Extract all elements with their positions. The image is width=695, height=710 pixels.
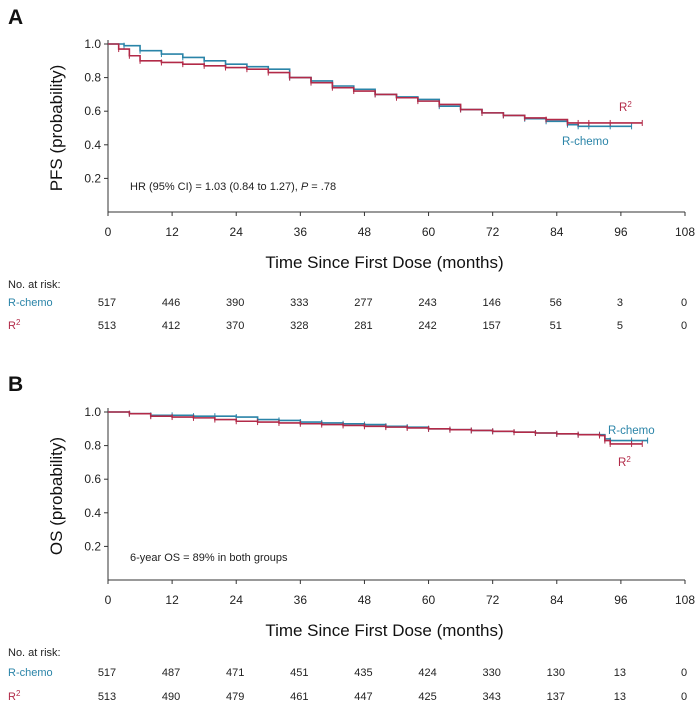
risk-value: 390 — [226, 297, 244, 309]
risk-value: 242 — [418, 320, 436, 332]
x-tick-label: 48 — [358, 593, 372, 607]
risk-value: 435 — [354, 667, 372, 679]
x-tick-label: 12 — [165, 225, 179, 239]
risk-value: 451 — [290, 667, 308, 679]
risk-value: 446 — [162, 297, 180, 309]
x-tick-label: 24 — [230, 593, 244, 607]
x-tick-label: 96 — [614, 593, 628, 607]
y-tick-label: 0.2 — [84, 171, 101, 185]
x-tick-label: 60 — [422, 225, 436, 239]
annotation: 6-year OS = 89% in both groups — [130, 552, 288, 564]
risk-value: 471 — [226, 667, 244, 679]
y-tick-label: 0.8 — [84, 71, 101, 85]
risk-value: 412 — [162, 320, 180, 332]
curve-label-r-chemo: R-chemo — [562, 136, 609, 148]
x-tick-label: 36 — [294, 593, 308, 607]
risk-value: 0 — [681, 297, 687, 309]
risk-value: 425 — [418, 691, 436, 703]
risk-value: 56 — [550, 297, 562, 309]
curve-label-r2: R2 — [618, 455, 631, 470]
risk-row-label-r-chemo: R-chemo — [8, 667, 53, 679]
y-tick-label: 1.0 — [84, 37, 101, 51]
panel-letter: B — [8, 373, 23, 396]
curve-r2 — [108, 43, 643, 124]
x-tick-label: 0 — [105, 225, 112, 239]
x-axis-title: Time Since First Dose (months) — [265, 621, 503, 640]
risk-row-label-r2: R2 — [8, 318, 21, 333]
x-tick-label: 60 — [422, 593, 436, 607]
curve-label-r-chemo: R-chemo — [608, 425, 655, 437]
y-axis-title: PFS (probability) — [47, 65, 66, 192]
risk-value: 0 — [681, 320, 687, 332]
risk-table-header: No. at risk: — [8, 647, 61, 659]
risk-value: 51 — [550, 320, 562, 332]
panel-b: B 1.0 0.8 0.6 0.4 0.2 0 12 24 36 48 60 72 84 96 108 OS (… — [8, 373, 695, 703]
x-axis-title: Time Since First Dose (months) — [265, 253, 503, 272]
x-tick-label: 84 — [550, 593, 564, 607]
risk-value: 490 — [162, 691, 180, 703]
x-tick-label: 12 — [165, 593, 179, 607]
censor-marks-r-chemo — [123, 42, 633, 130]
risk-value: 343 — [482, 691, 500, 703]
panel-a: A 1.0 0.8 0.6 0.4 0.2 0 12 24 36 48 60 72 84 96 108 PFS … — [8, 6, 695, 332]
x-tick-label: 84 — [550, 225, 564, 239]
risk-row-label-r2: R2 — [8, 689, 21, 704]
panel-letter: A — [8, 6, 23, 29]
x-tick-label: 96 — [614, 225, 628, 239]
y-tick-label: 1.0 — [84, 405, 101, 419]
x-tick-label: 72 — [486, 593, 500, 607]
risk-value: 513 — [98, 320, 116, 332]
y-tick-label: 0.4 — [84, 138, 101, 152]
x-tick-label: 0 — [105, 593, 112, 607]
risk-value: 487 — [162, 667, 180, 679]
y-tick-label: 0.6 — [84, 104, 101, 118]
risk-value: 281 — [354, 320, 372, 332]
risk-value: 479 — [226, 691, 244, 703]
x-tick-label: 108 — [675, 225, 695, 239]
risk-value: 333 — [290, 297, 308, 309]
risk-value: 517 — [98, 297, 116, 309]
curve-label-r2: R2 — [619, 100, 632, 115]
curve-r2 — [108, 411, 643, 445]
x-tick-label: 24 — [230, 225, 244, 239]
curve-r-chemo — [108, 43, 632, 128]
risk-value: 370 — [226, 320, 244, 332]
y-axis-title: OS (probability) — [47, 437, 66, 555]
censor-marks-r2 — [128, 410, 643, 447]
x-tick-label: 48 — [358, 225, 372, 239]
risk-value: 447 — [354, 691, 372, 703]
risk-value: 130 — [547, 667, 565, 679]
risk-value: 277 — [354, 297, 372, 309]
risk-value: 5 — [617, 320, 623, 332]
y-tick-label: 0.4 — [84, 506, 101, 520]
risk-value: 137 — [547, 691, 565, 703]
risk-table-header: No. at risk: — [8, 279, 61, 291]
y-tick-label: 0.2 — [84, 539, 101, 553]
risk-value: 243 — [418, 297, 436, 309]
risk-value: 328 — [290, 320, 308, 332]
risk-value: 513 — [98, 691, 116, 703]
y-tick-label: 0.8 — [84, 439, 101, 453]
risk-value: 517 — [98, 667, 116, 679]
x-tick-label: 72 — [486, 225, 500, 239]
risk-value: 13 — [614, 667, 626, 679]
risk-value: 157 — [482, 320, 500, 332]
annotation: HR (95% CI) = 1.03 (0.84 to 1.27), P = .… — [130, 181, 336, 193]
risk-row-label-r-chemo: R-chemo — [8, 297, 53, 309]
risk-value: 3 — [617, 297, 623, 309]
risk-value: 13 — [614, 691, 626, 703]
censor-marks-r2 — [118, 46, 643, 126]
risk-value: 0 — [681, 667, 687, 679]
risk-value: 424 — [418, 667, 436, 679]
risk-value: 461 — [290, 691, 308, 703]
risk-value: 0 — [681, 691, 687, 703]
x-tick-label: 108 — [675, 593, 695, 607]
x-tick-label: 36 — [294, 225, 308, 239]
risk-value: 330 — [482, 667, 500, 679]
risk-value: 146 — [482, 297, 500, 309]
y-tick-label: 0.6 — [84, 472, 101, 486]
